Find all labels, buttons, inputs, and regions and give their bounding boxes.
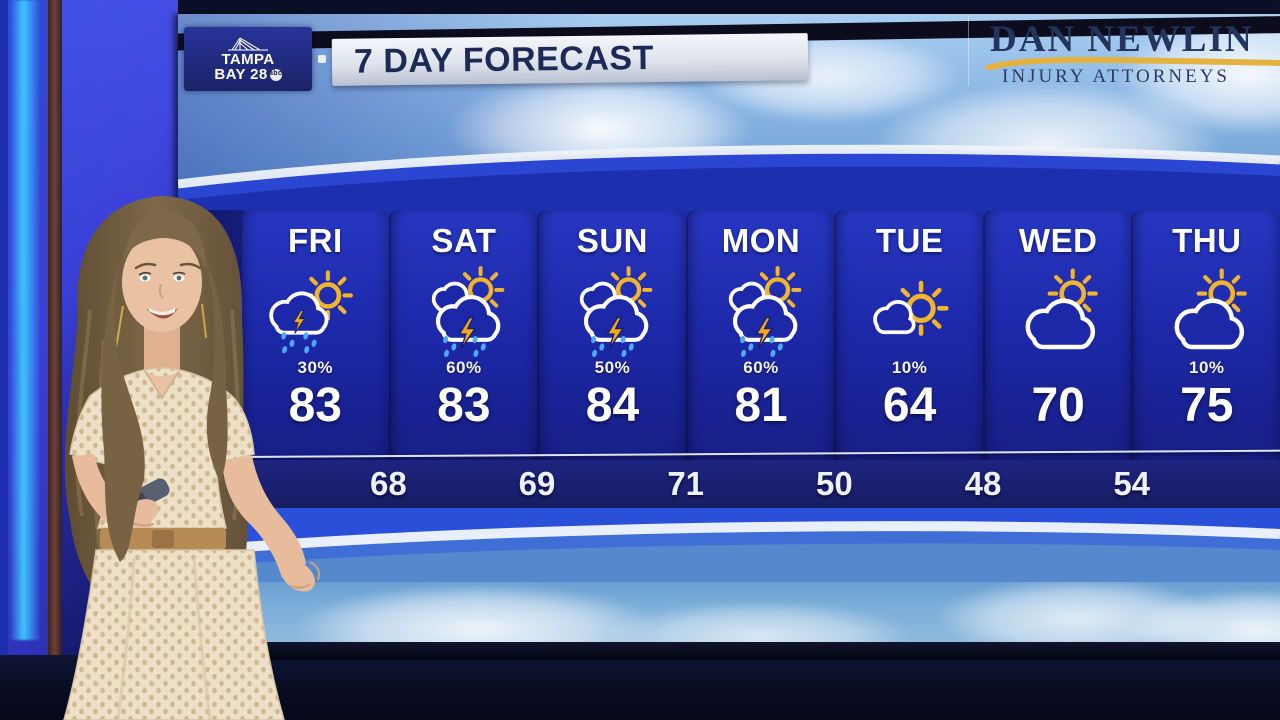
low-temp: 54 (1113, 465, 1151, 502)
high-temp: 64 (882, 379, 937, 432)
sun-cloud-icon (1009, 266, 1107, 358)
presenter-hand (281, 560, 315, 592)
horizon-swoosh-top (178, 144, 1280, 222)
forecast-title-bar: 7 DAY FORECAST (331, 32, 809, 86)
presenter (63, 196, 320, 720)
sun-storm-icon (563, 266, 661, 358)
partly-cloudy-icon (861, 266, 959, 358)
day-label: THU (1172, 222, 1242, 259)
precip-chance: 10% (891, 358, 928, 377)
precip-chance: 10% (1188, 358, 1225, 377)
station-name-line2: BAY 28 (214, 65, 268, 83)
horizon-swoosh-bottom (178, 508, 1280, 582)
low-temp: 68 (369, 465, 407, 502)
low-temp: 69 (518, 465, 556, 502)
wall-edge-strip (0, 0, 8, 700)
header-dot-separator (318, 55, 326, 63)
presenter-mouth (146, 308, 178, 319)
day-label: MON (721, 222, 801, 259)
day-label: TUE (875, 222, 944, 259)
page-title: 7 DAY FORECAST (353, 38, 655, 81)
wall-trim-strip (48, 0, 62, 700)
presenter-face (122, 232, 202, 332)
skyway-bridge-icon (228, 37, 268, 51)
precip-chance: 30% (297, 358, 334, 377)
sun-storm-icon (712, 266, 810, 358)
high-temp: 81 (734, 379, 788, 432)
low-temp: 71 (667, 465, 705, 502)
day-label: WED (1018, 222, 1098, 259)
forecast-day-column: FRI 30% 83 (240, 210, 389, 460)
high-temp: 70 (1031, 379, 1085, 432)
high-temp: 84 (585, 379, 640, 432)
forecast-day-column: TUE 10% 64 (834, 210, 983, 460)
day-label: FRI (287, 222, 343, 259)
precip-chance: 60% (743, 358, 779, 377)
high-temp: 75 (1180, 379, 1234, 432)
screen-bezel-bottom (178, 642, 1280, 660)
sponsor-tagline: INJURY ATTORNEYS (1002, 66, 1230, 87)
lows-band: 68 69 71 50 48 54 (178, 460, 1280, 508)
sun-storm-icon (415, 266, 513, 358)
station-logo: TAMPA BAY 28 abc (184, 27, 312, 91)
forecast-columns: FRI 30% 83 SAT 60% 83 SUN 50% 84 (240, 210, 1280, 460)
high-temp: 83 (437, 379, 491, 432)
forecast-day-column: MON 60% 81 (685, 210, 835, 460)
presenter-eyes (138, 271, 186, 282)
weather-wall-screen: FRI 30% 83 SAT 60% 83 SUN 50% 84 (178, 14, 1280, 660)
precip-chance: 60% (446, 358, 482, 377)
low-temp: 48 (964, 465, 1002, 502)
forecast-day-column: SUN 50% 84 (537, 210, 686, 460)
station-name-line1: TAMPA (221, 51, 275, 69)
sponsor-name: DAN NEWLIN (990, 19, 1254, 60)
forecast-day-column: WED 70 (982, 210, 1132, 460)
network-badge: abc (269, 68, 282, 81)
sun-cloud-icon (1158, 266, 1256, 358)
low-temp: 50 (815, 465, 853, 502)
day-label: SAT (431, 222, 497, 259)
forecast-day-column: THU 10% 75 (1131, 210, 1280, 460)
day-label: SUN (576, 222, 649, 259)
sponsor-gold-swoosh (986, 56, 1280, 70)
forecast-panel-band: FRI 30% 83 SAT 60% 83 SUN 50% 84 (178, 210, 1280, 460)
forecast-header: TAMPA BAY 28 abc 7 DAY FORECAST (184, 26, 809, 92)
cyan-light-strip (10, 0, 40, 640)
precip-chance: 50% (594, 358, 631, 377)
sponsor-logo: DAN NEWLIN INJURY ATTORNEYS (968, 16, 1280, 88)
forecast-day-column: SAT 60% 83 (388, 210, 538, 460)
high-temp: 83 (288, 379, 342, 432)
